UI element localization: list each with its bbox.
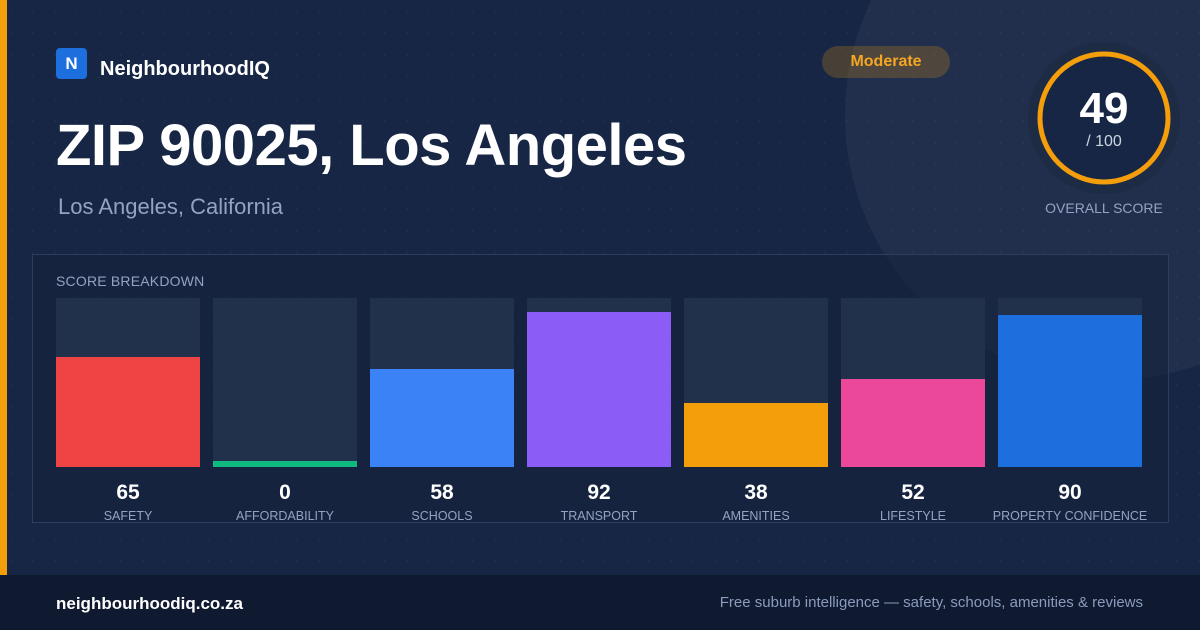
bar-track: [527, 298, 671, 467]
bar-value: 38: [744, 481, 768, 504]
bar-fill: [56, 357, 200, 467]
location-subtitle: Los Angeles, California: [58, 194, 284, 219]
accent-bar: [0, 0, 7, 575]
bar-fill: [370, 369, 514, 467]
bar-label: LIFESTYLE: [880, 509, 946, 523]
footer-domain-link[interactable]: neighbourhoodiq.co.za: [56, 594, 243, 613]
bar-track: [213, 298, 357, 467]
bar-track: [56, 298, 200, 467]
score-bar-property-confidence: 90 PROPERTY CONFIDENCE: [993, 298, 1147, 524]
bar-fill: [841, 379, 985, 467]
bar-value: 92: [587, 481, 611, 504]
overall-score-max: / 100: [1086, 133, 1122, 150]
bar-label: TRANSPORT: [560, 509, 638, 523]
overall-score-gauge: 49 / 100: [1028, 42, 1180, 194]
score-bar-amenities: 38 AMENITIES: [684, 298, 828, 524]
score-bar-transport: 92 TRANSPORT: [527, 298, 671, 524]
score-bar-lifestyle: 52 LIFESTYLE: [841, 298, 985, 524]
bar-track: [841, 298, 985, 467]
bar-label: SCHOOLS: [411, 509, 473, 523]
brand[interactable]: N NeighbourhoodIQ: [56, 46, 270, 81]
bar-label: AFFORDABILITY: [236, 509, 334, 523]
bar-fill: [213, 461, 357, 467]
share-card: N NeighbourhoodIQ Moderate ZIP 90025, Lo…: [0, 0, 1200, 575]
score-breakdown-panel: SCORE BREAKDOWN 65 SAFETY 0 AFFORDABILITY 58…: [32, 254, 1169, 523]
bar-label: AMENITIES: [722, 509, 790, 523]
bar-value: 0: [279, 481, 291, 504]
score-bar-safety: 65 SAFETY: [56, 298, 200, 524]
bar-fill: [998, 315, 1142, 467]
bar-track: [998, 298, 1142, 467]
breakdown-title: SCORE BREAKDOWN: [56, 273, 205, 289]
bar-fill: [684, 403, 828, 467]
bar-track: [684, 298, 828, 467]
breakdown-bars: 65 SAFETY 0 AFFORDABILITY 58 SCHOOLS 92 TRANSPO…: [56, 298, 1147, 524]
bar-label: PROPERTY CONFIDENCE: [992, 509, 1148, 523]
footer-tagline: Free suburb intelligence — safety, schoo…: [719, 594, 1143, 611]
brand-logo-icon: N: [56, 48, 87, 79]
overall-score-label: OVERALL SCORE: [1045, 200, 1163, 216]
page-title: ZIP 90025, Los Angeles: [56, 113, 687, 178]
bar-value: 65: [116, 481, 140, 504]
score-bar-affordability: 0 AFFORDABILITY: [213, 298, 357, 524]
gauge-ring-icon: [1028, 42, 1180, 194]
bar-value: 58: [430, 481, 454, 504]
overall-score-value: 49: [1079, 84, 1129, 133]
bar-label: SAFETY: [103, 509, 153, 523]
bar-fill: [527, 312, 671, 467]
bar-track: [370, 298, 514, 467]
bar-value: 90: [1058, 481, 1082, 504]
score-bar-schools: 58 SCHOOLS: [370, 298, 514, 524]
brand-name: NeighbourhoodIQ: [100, 58, 270, 80]
bar-value: 52: [901, 481, 925, 504]
rating-badge: Moderate: [822, 46, 950, 78]
footer: neighbourhoodiq.co.za Free suburb intell…: [0, 575, 1200, 630]
